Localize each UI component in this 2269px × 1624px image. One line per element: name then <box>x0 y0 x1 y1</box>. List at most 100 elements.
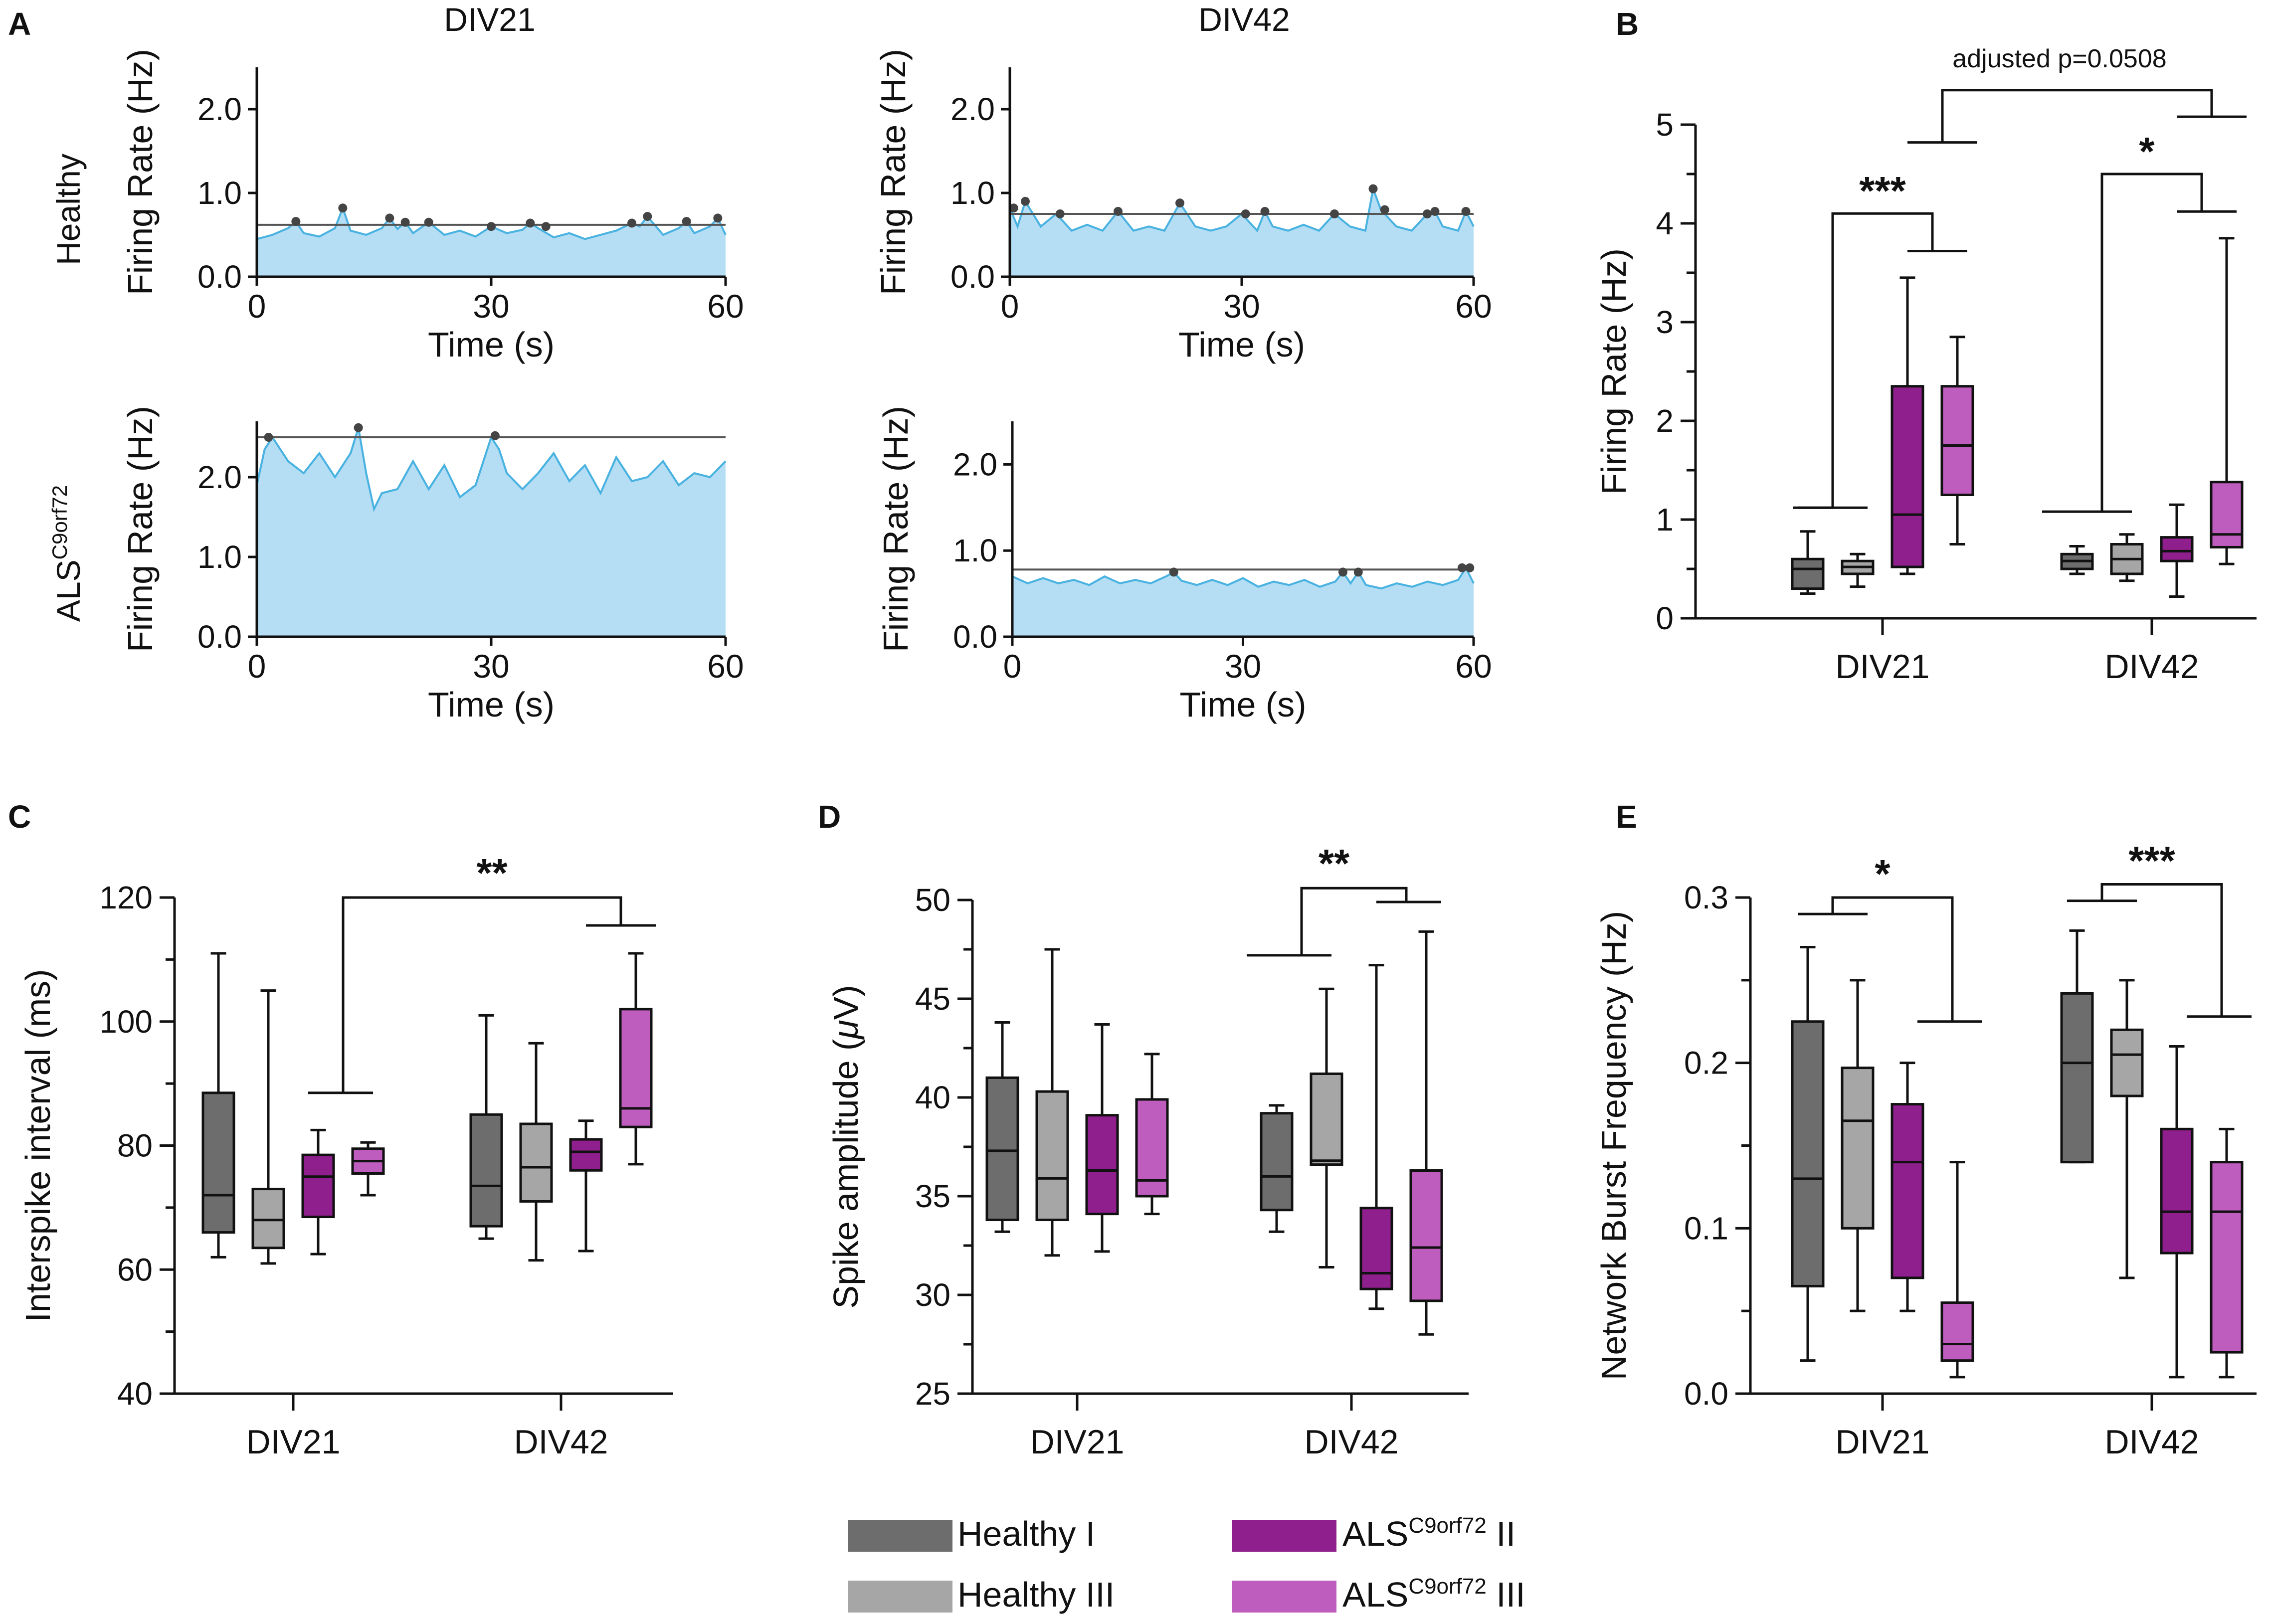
box-iqr <box>569 1138 603 1172</box>
y-tick-label: 3 <box>1656 304 1674 340</box>
box-iqr <box>985 1076 1019 1222</box>
burst-peak-dot <box>1114 206 1123 216</box>
y-tick-label: 0.0 <box>1684 1376 1728 1412</box>
box-iqr <box>1035 1090 1069 1222</box>
panel-e-burst-boxplot: 0.0 0.1 0.2 0.3 DIV21 DIV42 Network Burst Freq… <box>1594 838 2257 1461</box>
y-tick-label: 50 <box>915 882 950 918</box>
legend-label-als-ii: ALSC9orf72 II <box>1342 1513 1515 1553</box>
panel-label-e: E <box>1616 799 1637 835</box>
box-div42-series-3 <box>2210 237 2244 565</box>
box-div42-series-1 <box>1310 987 1343 1269</box>
sig-div21: * <box>1798 852 1982 1023</box>
box-div21-series-3 <box>1135 1053 1169 1216</box>
trace-subplot-a1: 0.0 1.0 2.0 0 30 60 Time (s) Firing Rate (Hz) <box>121 49 744 364</box>
x-axis-label: Time (s) <box>1179 685 1306 724</box>
x-category-label: DIV21 <box>1836 648 1930 686</box>
trace-subplot-a2: 0.0 1.0 2.0 0 30 60 Time (s) Firing Rate (Hz) <box>874 49 1492 364</box>
box-div21-series-2 <box>1085 1023 1119 1253</box>
box-iqr <box>2160 1127 2194 1255</box>
burst-peak-dot <box>1169 567 1178 577</box>
trace-line <box>256 427 727 513</box>
x-category-label: DIV42 <box>514 1423 608 1461</box>
y-tick-label: 0.3 <box>1684 880 1728 915</box>
box-iqr <box>1940 1301 1974 1362</box>
box-iqr <box>1085 1114 1119 1216</box>
y-tick-label: 2.0 <box>953 446 997 482</box>
x-tick-label: 0 <box>248 648 266 685</box>
x-category-label: DIV21 <box>1836 1423 1930 1461</box>
y-tick-label: 0.0 <box>950 259 995 295</box>
burst-peak-dot <box>1055 209 1065 218</box>
legend-als-iii-suffix: III <box>1487 1575 1525 1614</box>
box-div42-series-1 <box>2110 979 2144 1279</box>
burst-peak-dot <box>338 203 348 213</box>
legend-swatch-als-iii <box>1232 1581 1336 1613</box>
burst-peak-dot <box>1423 209 1432 218</box>
box-div42-series-1 <box>2110 533 2144 582</box>
y-tick-label: 1.0 <box>950 175 995 211</box>
sig-label: *** <box>2128 838 2175 883</box>
y-tick-label: 0.2 <box>1684 1045 1728 1081</box>
box-div21-series-1 <box>1841 552 1875 588</box>
trace-area <box>1012 567 1474 637</box>
trace-area <box>257 208 726 277</box>
trace-subplot-a4: 0.0 1.0 2.0 0 30 60 Time (s) Firing Rate (Hz) <box>876 406 1492 724</box>
box-div21-series-2 <box>1891 276 1924 575</box>
box-iqr <box>2210 481 2244 548</box>
box-iqr <box>201 1091 235 1234</box>
burst-peak-dot <box>424 217 433 227</box>
sig-label: ** <box>1319 841 1350 886</box>
box-div42-series-2 <box>2160 1045 2194 1379</box>
sig-adjusted: adjusted p=0.0508 <box>1907 44 2247 144</box>
legend-label-healthy-i: Healthy I <box>957 1514 1095 1553</box>
trace-subplot-a3: 0.0 1.0 2.0 0 30 60 Time (s) Firing Rate (Hz) <box>121 406 744 724</box>
y-tick-label: 1 <box>1656 502 1674 538</box>
burst-peak-dot <box>1353 567 1363 577</box>
burst-peak-dot <box>682 217 691 226</box>
box-iqr <box>1891 385 1924 568</box>
y-axis-label-part: Spike amplitude ( <box>826 1039 865 1309</box>
y-axis-label: Firing Rate (Hz) <box>874 49 913 295</box>
legend-als-ii-base: ALS <box>1342 1514 1408 1553</box>
burst-peak-dot <box>526 218 535 228</box>
trace-area <box>257 427 726 637</box>
box-iqr <box>2160 536 2194 562</box>
sig-bracket <box>1941 89 2213 143</box>
box-div21-series-2 <box>301 1128 335 1256</box>
row-label-als: ALSC9orf72 <box>48 485 87 622</box>
box-div21-series-1 <box>1841 979 1875 1312</box>
burst-peak-dot <box>1457 563 1467 572</box>
burst-peak-dot <box>1338 567 1347 577</box>
box-div42-series-2 <box>569 1119 603 1253</box>
box-iqr <box>1409 1169 1443 1302</box>
panel-label-d: D <box>818 799 841 835</box>
box-iqr <box>1891 1103 1924 1279</box>
legend-label-healthy-iii: Healthy III <box>957 1575 1115 1614</box>
box-div42-series-2 <box>1359 964 1393 1310</box>
x-category-label: DIV21 <box>246 1423 341 1461</box>
panel-label-c: C <box>8 799 31 835</box>
legend-als-ii-suffix: II <box>1487 1514 1515 1553</box>
sig-label: * <box>2139 129 2155 174</box>
y-tick-label: 0 <box>1656 600 1674 636</box>
sig-label: adjusted p=0.0508 <box>1952 44 2166 73</box>
col-title-div42: DIV42 <box>1198 1 1290 38</box>
sig-div42: ** <box>1247 841 1441 957</box>
box-div42-series-0 <box>2060 544 2094 575</box>
x-tick-label: 60 <box>707 648 744 685</box>
sig-bracket <box>2100 173 2203 512</box>
y-tick-label: 0.0 <box>197 259 242 295</box>
burst-peak-dot <box>1330 209 1339 218</box>
box-div42-series-1 <box>519 1042 553 1262</box>
burst-peak-dot <box>487 222 496 231</box>
panel-d-amplitude-boxplot: 25 30 35 40 45 50 DIV21 DIV42 Spike amplitude (μ… <box>826 841 1469 1461</box>
y-axis-label: Firing Rate (Hz) <box>876 406 915 652</box>
burst-peak-dot <box>1175 198 1184 208</box>
y-tick-label: 1.0 <box>953 533 997 568</box>
col-title-div21: DIV21 <box>444 1 535 38</box>
box-div21-series-0 <box>985 1021 1019 1233</box>
box-iqr <box>1841 1067 1875 1230</box>
burst-peak-dot <box>1009 203 1018 213</box>
